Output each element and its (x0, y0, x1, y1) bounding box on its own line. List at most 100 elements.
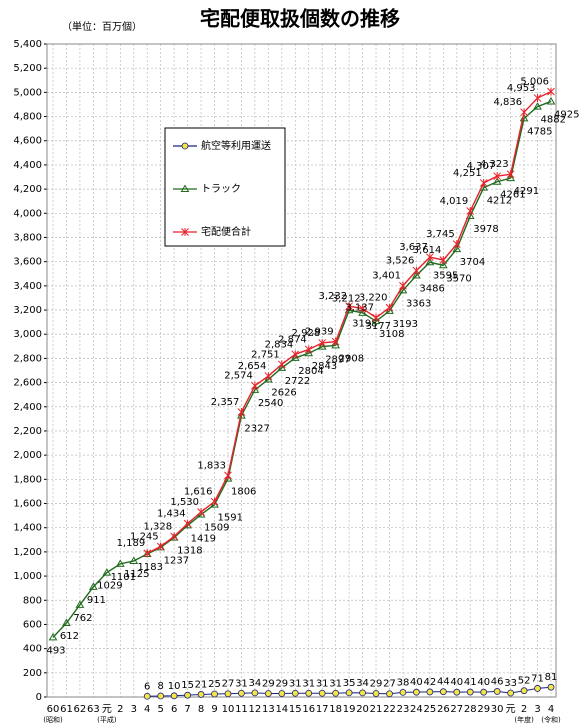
point (224, 690, 232, 698)
point (386, 690, 393, 698)
data-label: 1,833 (197, 460, 226, 471)
data-label: 1125 (124, 569, 149, 580)
point (224, 471, 232, 480)
x-tick-label: 10 (222, 704, 235, 715)
point (317, 342, 327, 350)
x-tick-label: 9 (211, 704, 217, 715)
x-tick-label: 3 (534, 704, 540, 715)
data-label: 4,323 (480, 159, 509, 170)
point (89, 582, 98, 590)
data-label: 2,574 (224, 371, 253, 382)
x-tick-label: 16 (302, 704, 315, 715)
data-label: 31 (302, 678, 315, 689)
x-tick-label: 7 (184, 704, 190, 715)
x-tick-label: 21 (370, 704, 383, 715)
data-label: 34 (249, 678, 262, 689)
point (493, 172, 502, 181)
point (345, 302, 353, 311)
y-tick-label: 4,800 (13, 112, 42, 123)
data-label: 6 (144, 681, 150, 692)
x-tick-label: 2 (521, 704, 527, 715)
x-tick-label: 63 (87, 704, 100, 715)
point (359, 689, 366, 697)
point (264, 372, 273, 381)
data-label: 2843 (312, 361, 337, 372)
point (466, 206, 475, 215)
point (170, 532, 178, 541)
y-tick-label: 600 (23, 619, 42, 630)
x-tick-label: 5 (157, 704, 163, 715)
x-tick-label: 14 (275, 704, 288, 715)
plot-frame (46, 43, 557, 698)
data-label: 2,928 (292, 328, 321, 339)
data-label: 1,434 (157, 509, 186, 520)
data-label: 1,189 (117, 538, 146, 549)
data-label: 1806 (231, 487, 256, 498)
point (263, 374, 273, 383)
data-label: 15 (181, 680, 194, 691)
data-label: 2327 (244, 424, 269, 435)
y-tick-label: 0 (36, 692, 42, 703)
point (480, 688, 488, 696)
y-tick-label: 1,800 (13, 474, 42, 485)
data-label: 40 (410, 677, 423, 688)
data-label: 762 (73, 613, 92, 624)
data-label: 2908 (339, 353, 364, 364)
data-label: 3,220 (359, 293, 388, 304)
point (385, 306, 394, 314)
data-label: 4212 (487, 196, 512, 207)
x-tick-label: 4 (144, 704, 150, 715)
y-tick-label: 3,800 (13, 232, 42, 243)
data-label: 10 (168, 681, 181, 692)
data-label: 31 (316, 678, 329, 689)
point (184, 691, 191, 699)
x-tick-label: 28 (464, 704, 477, 715)
y-tick-label: 5,400 (13, 39, 42, 50)
data-label: 1183 (137, 562, 162, 573)
data-label: 3,212 (332, 294, 361, 305)
data-label: 3,232 (318, 291, 347, 302)
data-label: 612 (60, 631, 79, 642)
point (170, 692, 178, 700)
data-label: 911 (87, 595, 106, 606)
data-label: 31 (329, 678, 342, 689)
point (452, 240, 461, 249)
data-label: 2722 (285, 376, 310, 387)
point (318, 338, 327, 347)
x-tick-label: 18 (329, 704, 342, 715)
x-tick-label: 61 (60, 704, 73, 715)
y-tick-label: 1,200 (13, 547, 42, 558)
point (425, 257, 435, 266)
data-label: 46 (491, 676, 504, 687)
data-label: 4785 (527, 126, 552, 137)
data-label: 29 (275, 678, 288, 689)
x-tick-label: 29 (477, 704, 490, 715)
y-tick-label: 2,400 (13, 402, 42, 413)
data-label: 31 (235, 678, 248, 689)
data-label: 1419 (191, 533, 216, 544)
point (264, 690, 272, 697)
x-tick-label: 11 (235, 704, 248, 715)
data-label: 1,328 (143, 521, 172, 532)
point (426, 688, 434, 696)
point (533, 102, 542, 110)
point (547, 683, 555, 691)
x-tick-label: 30 (491, 704, 504, 715)
era-label: (昭和) (43, 715, 63, 724)
x-tick-label: 20 (356, 704, 369, 715)
point (181, 142, 189, 150)
point (533, 94, 542, 103)
point (291, 689, 299, 697)
data-label: 3193 (392, 319, 417, 330)
point (278, 690, 286, 697)
point (506, 170, 515, 179)
data-label: 4,836 (493, 97, 522, 108)
data-label: 4,307 (467, 161, 496, 172)
point (75, 600, 85, 608)
data-label: 40 (477, 677, 490, 688)
data-label: 4,019 (440, 196, 469, 207)
data-label: 4925 (554, 109, 579, 120)
data-label: 25 (208, 679, 221, 690)
point (238, 689, 245, 697)
